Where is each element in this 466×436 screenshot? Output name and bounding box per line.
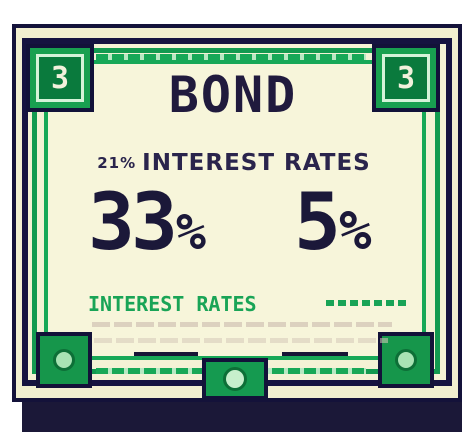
certificate-title: BOND (168, 66, 298, 124)
left-interest-rate: 33% (88, 184, 206, 262)
bond-certificate: 3 3 BOND 21% INTEREST RATES 33% 5% INTER… (8, 24, 462, 432)
subtitle-text: INTEREST RATES (142, 150, 371, 176)
bottom-right-ornament-icon (378, 332, 434, 388)
left-rate-number: 33 (88, 178, 178, 268)
bottom-center-ornament-dot (223, 367, 247, 391)
top-right-corner-number: 3 (382, 54, 430, 102)
certificate-subtitle: 21% INTEREST RATES (64, 150, 404, 176)
top-right-corner-badge: 3 (372, 44, 440, 112)
bottom-center-ornament-icon (202, 358, 268, 400)
faint-text-line-2 (94, 338, 388, 343)
left-signature-line (134, 352, 198, 356)
right-rate-number: 5 (294, 178, 341, 268)
bottom-right-ornament-dot (395, 349, 417, 371)
right-rate-symbol: % (338, 199, 372, 262)
right-signature-line (282, 352, 348, 356)
bottom-left-ornament-dot (53, 349, 75, 371)
top-left-corner-number: 3 (36, 54, 84, 102)
certificate-inner-panel (44, 60, 426, 360)
bottom-left-ornament-icon (36, 332, 92, 388)
top-green-stripe (96, 54, 366, 60)
subtitle-prefix: 21% (97, 154, 137, 172)
left-rate-symbol: % (175, 203, 207, 261)
green-label-dashes (326, 300, 408, 306)
green-interest-label: INTEREST RATES (88, 292, 257, 316)
right-interest-rate: 5% (294, 184, 371, 262)
top-left-corner-badge: 3 (26, 44, 94, 112)
faint-text-line-1 (92, 322, 392, 327)
